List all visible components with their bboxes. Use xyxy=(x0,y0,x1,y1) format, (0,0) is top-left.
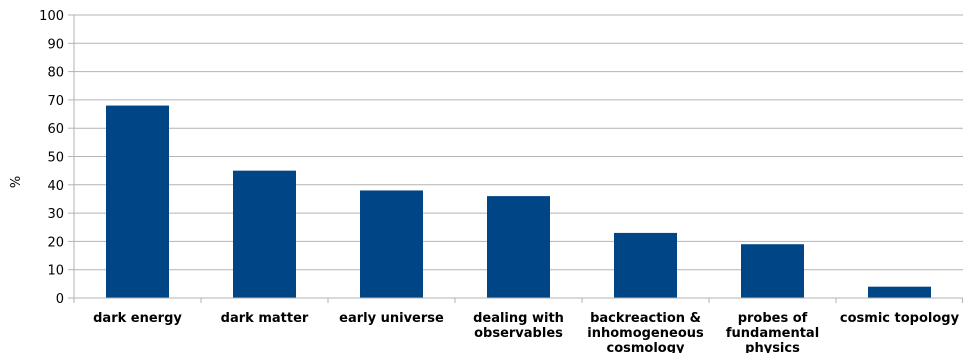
y-tick-label: 70 xyxy=(47,94,64,109)
x-tick-label: probes of fundamental physics xyxy=(726,311,819,353)
y-tick-label: 100 xyxy=(39,9,64,24)
x-tick-labels: dark energy dark matter early universe deal… xyxy=(93,311,959,353)
x-tick-label: early universe xyxy=(339,311,444,326)
y-tick-label: 30 xyxy=(47,207,64,222)
y-tick-label: 40 xyxy=(47,179,64,194)
y-tick-label: 20 xyxy=(47,235,64,250)
y-tick-label: 80 xyxy=(47,66,64,81)
x-tick-label: dark energy xyxy=(93,311,182,326)
x-tick-label: cosmic topology xyxy=(840,311,960,326)
y-tick-label: 10 xyxy=(47,264,64,279)
bars xyxy=(106,105,931,298)
gridlines xyxy=(74,14,963,271)
bar xyxy=(614,232,677,298)
bar xyxy=(360,190,423,298)
bar xyxy=(487,196,550,298)
x-tick-label: backreaction & inhomogeneous cosmology xyxy=(587,311,704,353)
x-tick-label: dealing with observables xyxy=(473,311,564,341)
y-tick-label: 60 xyxy=(47,122,64,137)
y-tick-labels: 0 10 20 30 40 50 60 70 80 90 100 xyxy=(39,9,74,307)
y-tick-label: 90 xyxy=(47,37,64,52)
x-tick-label: dark matter xyxy=(221,311,309,326)
bar xyxy=(868,286,931,298)
y-tick-label: 50 xyxy=(47,151,64,166)
y-tick-label: 0 xyxy=(56,292,64,307)
bar xyxy=(106,105,169,298)
y-axis-label: % xyxy=(9,176,24,188)
bar xyxy=(233,170,296,298)
bar xyxy=(741,244,804,298)
